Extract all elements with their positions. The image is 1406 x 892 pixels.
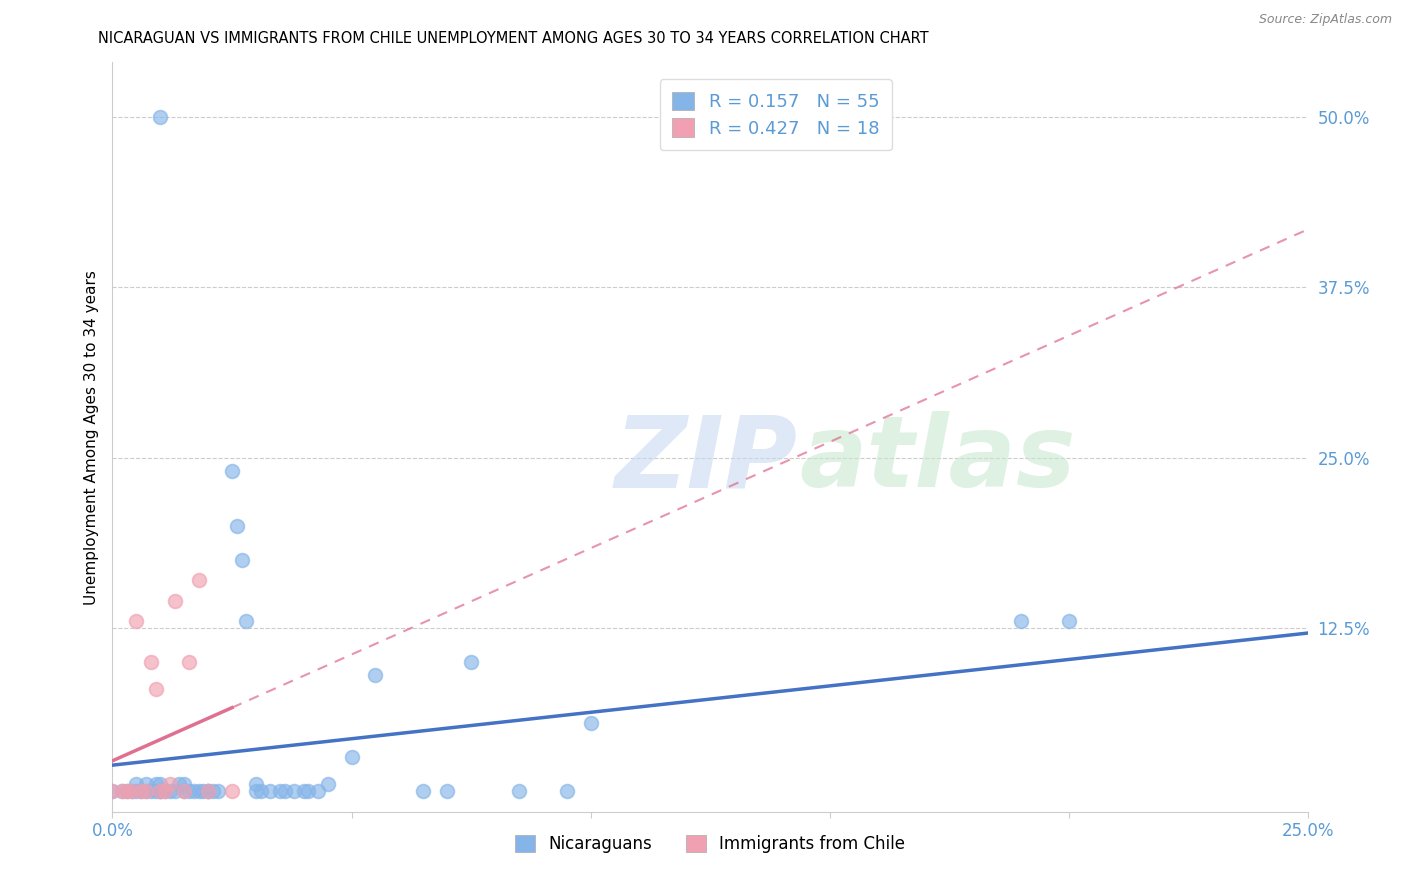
Point	[307, 784, 329, 798]
Point	[235, 614, 257, 628]
Text: atlas: atlas	[800, 411, 1076, 508]
Point	[207, 784, 229, 798]
Point	[149, 784, 172, 798]
Point	[221, 784, 243, 798]
Point	[125, 614, 148, 628]
Point	[145, 777, 167, 791]
Text: ZIP: ZIP	[614, 411, 797, 508]
Point	[125, 777, 148, 791]
Y-axis label: Unemployment Among Ages 30 to 34 years: Unemployment Among Ages 30 to 34 years	[83, 269, 98, 605]
Point	[135, 777, 157, 791]
Point	[460, 655, 482, 669]
Point	[183, 784, 205, 798]
Point	[101, 784, 124, 798]
Point	[177, 784, 200, 798]
Text: NICARAGUAN VS IMMIGRANTS FROM CHILE UNEMPLOYMENT AMONG AGES 30 TO 34 YEARS CORRE: NICARAGUAN VS IMMIGRANTS FROM CHILE UNEM…	[98, 31, 929, 46]
Point	[283, 784, 305, 798]
Point	[273, 784, 295, 798]
Point	[173, 784, 195, 798]
Point	[115, 784, 138, 798]
Point	[221, 464, 243, 478]
Point	[1010, 614, 1032, 628]
Point	[149, 110, 172, 124]
Point	[201, 784, 224, 798]
Point	[245, 784, 267, 798]
Point	[508, 784, 530, 798]
Point	[187, 573, 209, 587]
Legend: Nicaraguans, Immigrants from Chile: Nicaraguans, Immigrants from Chile	[509, 828, 911, 860]
Point	[269, 784, 291, 798]
Point	[340, 750, 363, 764]
Point	[169, 777, 191, 791]
Point	[149, 784, 172, 798]
Point	[364, 668, 387, 682]
Point	[297, 784, 319, 798]
Point	[173, 777, 195, 791]
Point	[145, 682, 167, 697]
Point	[139, 655, 162, 669]
Point	[193, 784, 215, 798]
Point	[129, 784, 152, 798]
Point	[111, 784, 134, 798]
Point	[231, 552, 253, 566]
Point	[159, 784, 181, 798]
Point	[121, 784, 143, 798]
Point	[197, 784, 219, 798]
Point	[101, 784, 124, 798]
Point	[153, 784, 176, 798]
Point	[173, 784, 195, 798]
Point	[163, 784, 186, 798]
Point	[197, 784, 219, 798]
Point	[115, 784, 138, 798]
Point	[159, 777, 181, 791]
Point	[149, 784, 172, 798]
Point	[555, 784, 578, 798]
Point	[177, 655, 200, 669]
Point	[316, 777, 339, 791]
Point	[225, 518, 247, 533]
Point	[135, 784, 157, 798]
Point	[197, 784, 219, 798]
Point	[259, 784, 281, 798]
Point	[125, 784, 148, 798]
Point	[145, 784, 167, 798]
Point	[149, 777, 172, 791]
Text: Source: ZipAtlas.com: Source: ZipAtlas.com	[1258, 13, 1392, 27]
Point	[579, 716, 602, 731]
Point	[412, 784, 434, 798]
Point	[245, 777, 267, 791]
Point	[163, 593, 186, 607]
Point	[135, 784, 157, 798]
Point	[121, 784, 143, 798]
Point	[1057, 614, 1080, 628]
Point	[111, 784, 134, 798]
Point	[249, 784, 271, 798]
Point	[436, 784, 458, 798]
Point	[129, 784, 152, 798]
Point	[292, 784, 315, 798]
Point	[139, 784, 162, 798]
Point	[153, 784, 176, 798]
Point	[187, 784, 209, 798]
